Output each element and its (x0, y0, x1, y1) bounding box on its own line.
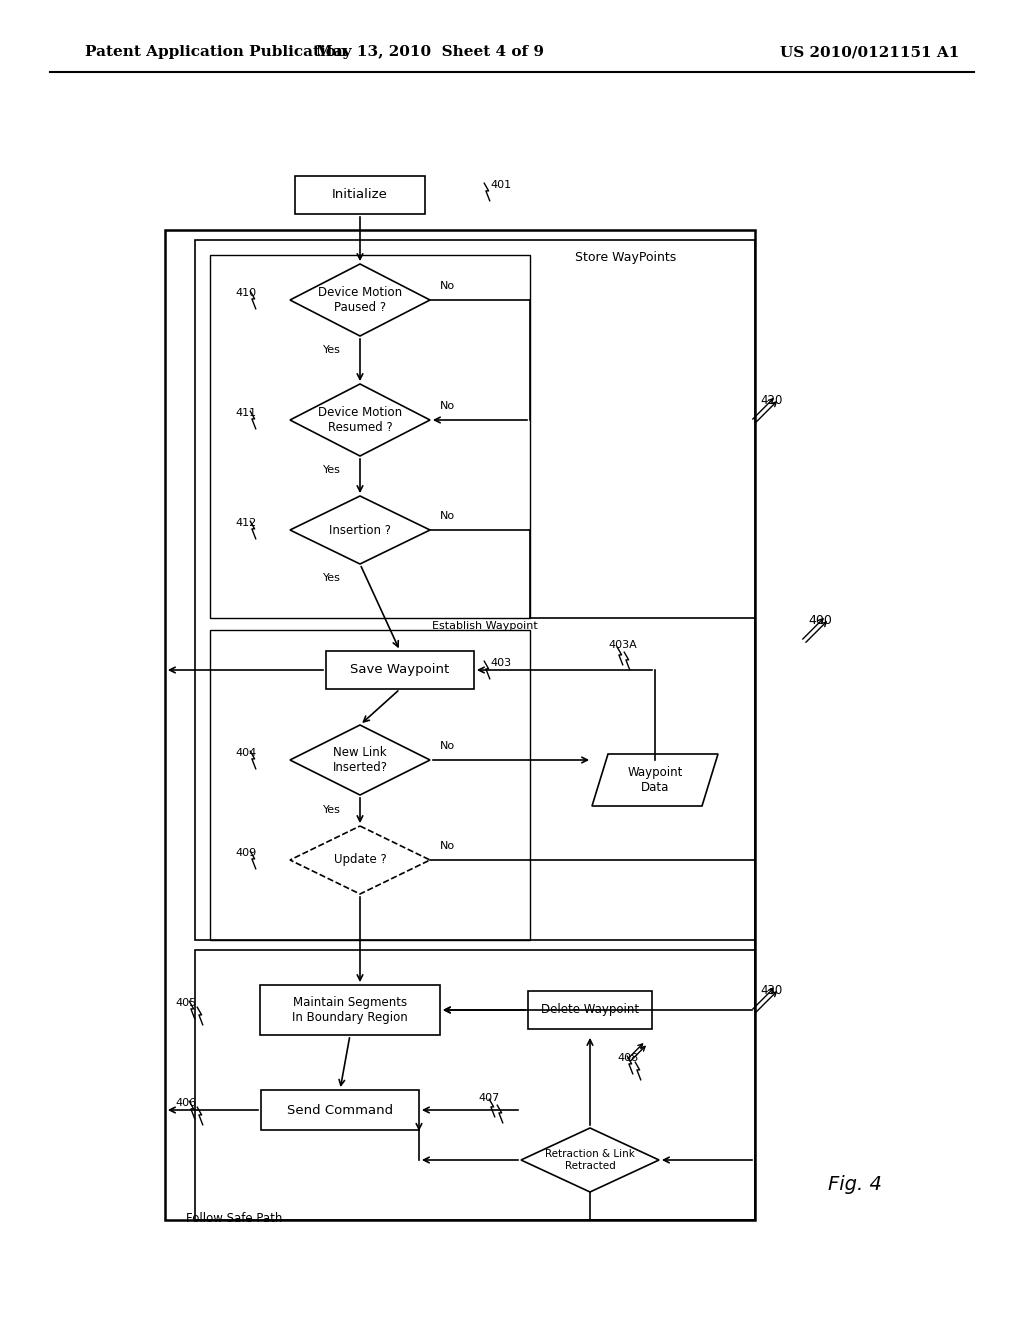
Polygon shape (521, 1129, 659, 1192)
Text: 420: 420 (760, 393, 782, 407)
Text: Send Command: Send Command (287, 1104, 393, 1117)
Text: Update ?: Update ? (334, 854, 386, 866)
Text: Follow Safe Path: Follow Safe Path (186, 1212, 283, 1225)
Text: No: No (440, 401, 455, 411)
Text: Insertion ?: Insertion ? (329, 524, 391, 536)
Text: 412: 412 (234, 517, 256, 528)
Polygon shape (290, 826, 430, 894)
Polygon shape (290, 384, 430, 455)
Text: Yes: Yes (323, 805, 341, 814)
Text: Device Motion
Resumed ?: Device Motion Resumed ? (317, 407, 402, 434)
Text: No: No (440, 281, 455, 290)
Text: 403: 403 (490, 657, 511, 668)
Text: Save Waypoint: Save Waypoint (350, 664, 450, 676)
Text: 410: 410 (234, 288, 256, 298)
Text: 409: 409 (234, 847, 256, 858)
FancyBboxPatch shape (326, 651, 474, 689)
Text: Delete Waypoint: Delete Waypoint (541, 1003, 639, 1016)
Text: Waypoint
Data: Waypoint Data (628, 766, 683, 795)
Text: Fig. 4: Fig. 4 (828, 1176, 882, 1195)
Text: No: No (440, 841, 455, 851)
Text: 404: 404 (234, 748, 256, 758)
Text: New Link
Inserted?: New Link Inserted? (333, 746, 387, 774)
Text: US 2010/0121151 A1: US 2010/0121151 A1 (780, 45, 959, 59)
FancyBboxPatch shape (261, 1090, 419, 1130)
Text: Patent Application Publication: Patent Application Publication (85, 45, 347, 59)
Text: Store WayPoints: Store WayPoints (575, 252, 676, 264)
Polygon shape (290, 496, 430, 564)
Text: 405: 405 (175, 998, 197, 1008)
Text: Maintain Segments
In Boundary Region: Maintain Segments In Boundary Region (292, 997, 408, 1024)
Text: 408: 408 (617, 1053, 638, 1063)
Text: No: No (440, 741, 455, 751)
Text: 403A: 403A (608, 640, 637, 649)
Text: 430: 430 (760, 983, 782, 997)
Text: May 13, 2010  Sheet 4 of 9: May 13, 2010 Sheet 4 of 9 (316, 45, 544, 59)
Text: Yes: Yes (323, 573, 341, 583)
Text: Device Motion
Paused ?: Device Motion Paused ? (317, 286, 402, 314)
FancyBboxPatch shape (528, 991, 652, 1030)
FancyBboxPatch shape (295, 176, 425, 214)
Text: 401: 401 (490, 180, 511, 190)
Text: 411: 411 (234, 408, 256, 418)
Text: Yes: Yes (323, 465, 341, 475)
Polygon shape (290, 725, 430, 795)
Text: 406: 406 (175, 1098, 197, 1107)
Text: No: No (440, 511, 455, 521)
FancyBboxPatch shape (260, 985, 440, 1035)
Polygon shape (592, 754, 718, 807)
Text: 400: 400 (808, 614, 831, 627)
Text: Establish Waypoint: Establish Waypoint (432, 620, 538, 631)
Text: 407: 407 (478, 1093, 500, 1104)
Text: Yes: Yes (323, 345, 341, 355)
Text: Retraction & Link
Retracted: Retraction & Link Retracted (545, 1150, 635, 1171)
Text: Initialize: Initialize (332, 189, 388, 202)
Polygon shape (290, 264, 430, 337)
